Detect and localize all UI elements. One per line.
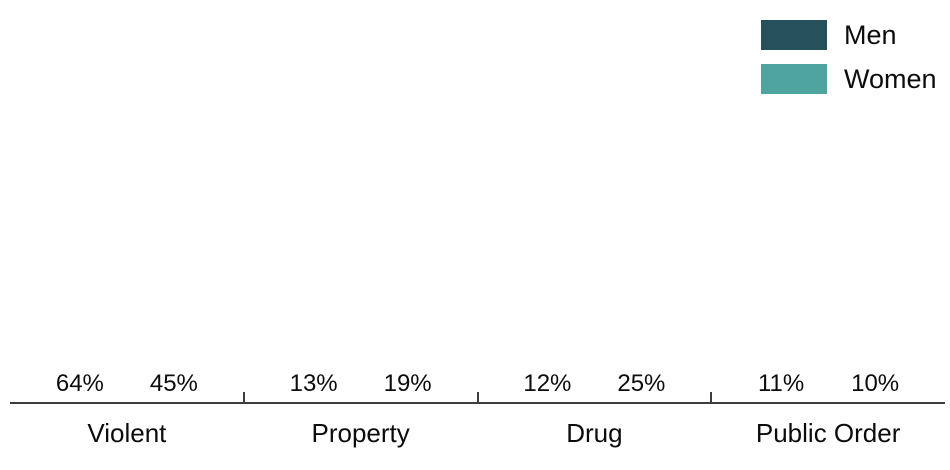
bar-wrap: 11% xyxy=(748,369,814,403)
category-label-property: Property xyxy=(311,418,410,448)
men-color-swatch xyxy=(761,20,827,50)
bar-value-label: 12% xyxy=(523,370,572,397)
category-label-drug: Drug xyxy=(566,418,623,448)
bar-value-label: 64% xyxy=(55,370,104,397)
bar-value-label: 10% xyxy=(851,370,900,397)
category-label-public-order: Public Order xyxy=(755,418,901,448)
x-axis-line xyxy=(10,402,945,404)
bar-wrap: 13% xyxy=(281,369,347,403)
bar-group-drug: 12% 25% xyxy=(478,74,712,403)
bar-wrap: 19% xyxy=(375,369,441,403)
legend-item-men: Men xyxy=(761,20,937,50)
bar-group-property: 13% 19% xyxy=(244,74,479,403)
bar-wrap: 45% xyxy=(141,369,207,403)
bar-wrap: 25% xyxy=(608,369,674,403)
category-label-violent: Violent xyxy=(87,418,167,448)
women-color-swatch xyxy=(761,64,827,94)
bar-group-public-order: 11% 10% xyxy=(711,74,945,403)
bar-wrap: 64% xyxy=(47,369,113,403)
bar-group-violent: 64% 45% xyxy=(10,74,245,403)
bar-value-label: 19% xyxy=(383,370,432,397)
bar-value-label: 25% xyxy=(617,370,666,397)
bar-wrap: 12% xyxy=(514,369,580,403)
legend-item-women: Women xyxy=(761,64,937,94)
legend-label-women: Women xyxy=(844,64,937,94)
bar-value-label: 13% xyxy=(289,370,338,397)
category-axis-labels: Violent Property Drug Public Order xyxy=(10,417,945,449)
bar-wrap: 10% xyxy=(842,369,908,403)
legend-label-men: Men xyxy=(844,20,897,50)
bar-value-label: 11% xyxy=(757,370,805,397)
bar-value-label: 45% xyxy=(149,370,198,397)
plot-area: 64% 45% 13% 19% 12% 25% 11% 10% xyxy=(10,74,945,403)
legend: Men Women xyxy=(761,20,937,94)
